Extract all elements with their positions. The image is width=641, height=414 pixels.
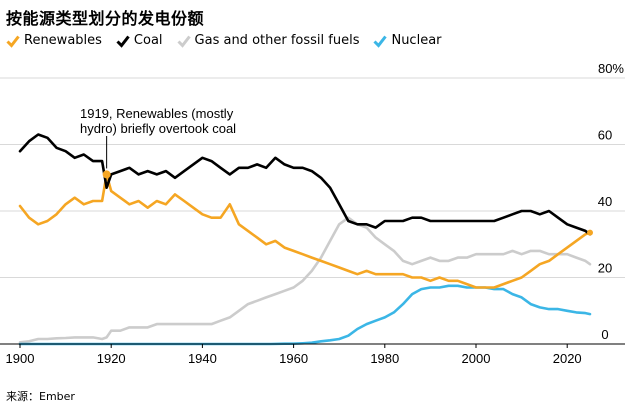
renewables-end-dot bbox=[587, 229, 593, 236]
annotation-dot bbox=[102, 170, 111, 179]
series-line-renewables bbox=[18, 173, 592, 289]
x-tick-label-2000: 2000 bbox=[462, 351, 491, 366]
legend-item-renewables: Renewables bbox=[6, 33, 102, 48]
source-note: 来源：Ember bbox=[6, 390, 75, 403]
legend-label-coal: Coal bbox=[133, 33, 163, 48]
legend-label-renewables: Renewables bbox=[24, 33, 102, 48]
legend-label-nuclear: Nuclear bbox=[391, 33, 442, 48]
annotation-text-line2: hydro) briefly overtook coal bbox=[80, 121, 236, 136]
series-line-coal bbox=[18, 133, 592, 236]
legend-item-coal: Coal bbox=[116, 33, 163, 48]
y-tick-label-80: 80% bbox=[598, 61, 624, 76]
y-tick-label-40: 40 bbox=[598, 194, 612, 209]
chart-title: 按能源类型划分的发电份额 bbox=[6, 9, 205, 28]
legend-check-gas-icon bbox=[176, 35, 191, 48]
legend-label-gas: Gas and other fossil fuels bbox=[194, 33, 360, 48]
x-tick-label-1900: 1900 bbox=[6, 351, 35, 366]
x-tick-label-1940: 1940 bbox=[188, 351, 217, 366]
x-tick-label-1920: 1920 bbox=[97, 351, 126, 366]
legend-check-nuclear-icon bbox=[373, 35, 388, 48]
x-tick-label-2020: 2020 bbox=[553, 351, 582, 366]
legend-check-coal-icon bbox=[116, 35, 130, 48]
series-line-gas-and-other-fossil-fuels bbox=[18, 216, 592, 344]
legend: Renewables Coal Gas and other fossil fue… bbox=[6, 33, 442, 48]
legend-check-renewables-icon bbox=[6, 35, 20, 48]
legend-item-nuclear: Nuclear bbox=[373, 33, 442, 48]
x-tick-label-1960: 1960 bbox=[279, 351, 308, 366]
y-tick-label-0: 0 bbox=[601, 327, 608, 342]
legend-item-gas: Gas and other fossil fuels bbox=[176, 33, 360, 48]
y-tick-label-20: 20 bbox=[598, 261, 612, 276]
series-line-nuclear bbox=[18, 284, 592, 346]
x-tick-label-1980: 1980 bbox=[370, 351, 399, 366]
y-tick-label-60: 60 bbox=[598, 128, 612, 143]
annotation-text-line1: 1919, Renewables (mostly bbox=[80, 106, 234, 121]
